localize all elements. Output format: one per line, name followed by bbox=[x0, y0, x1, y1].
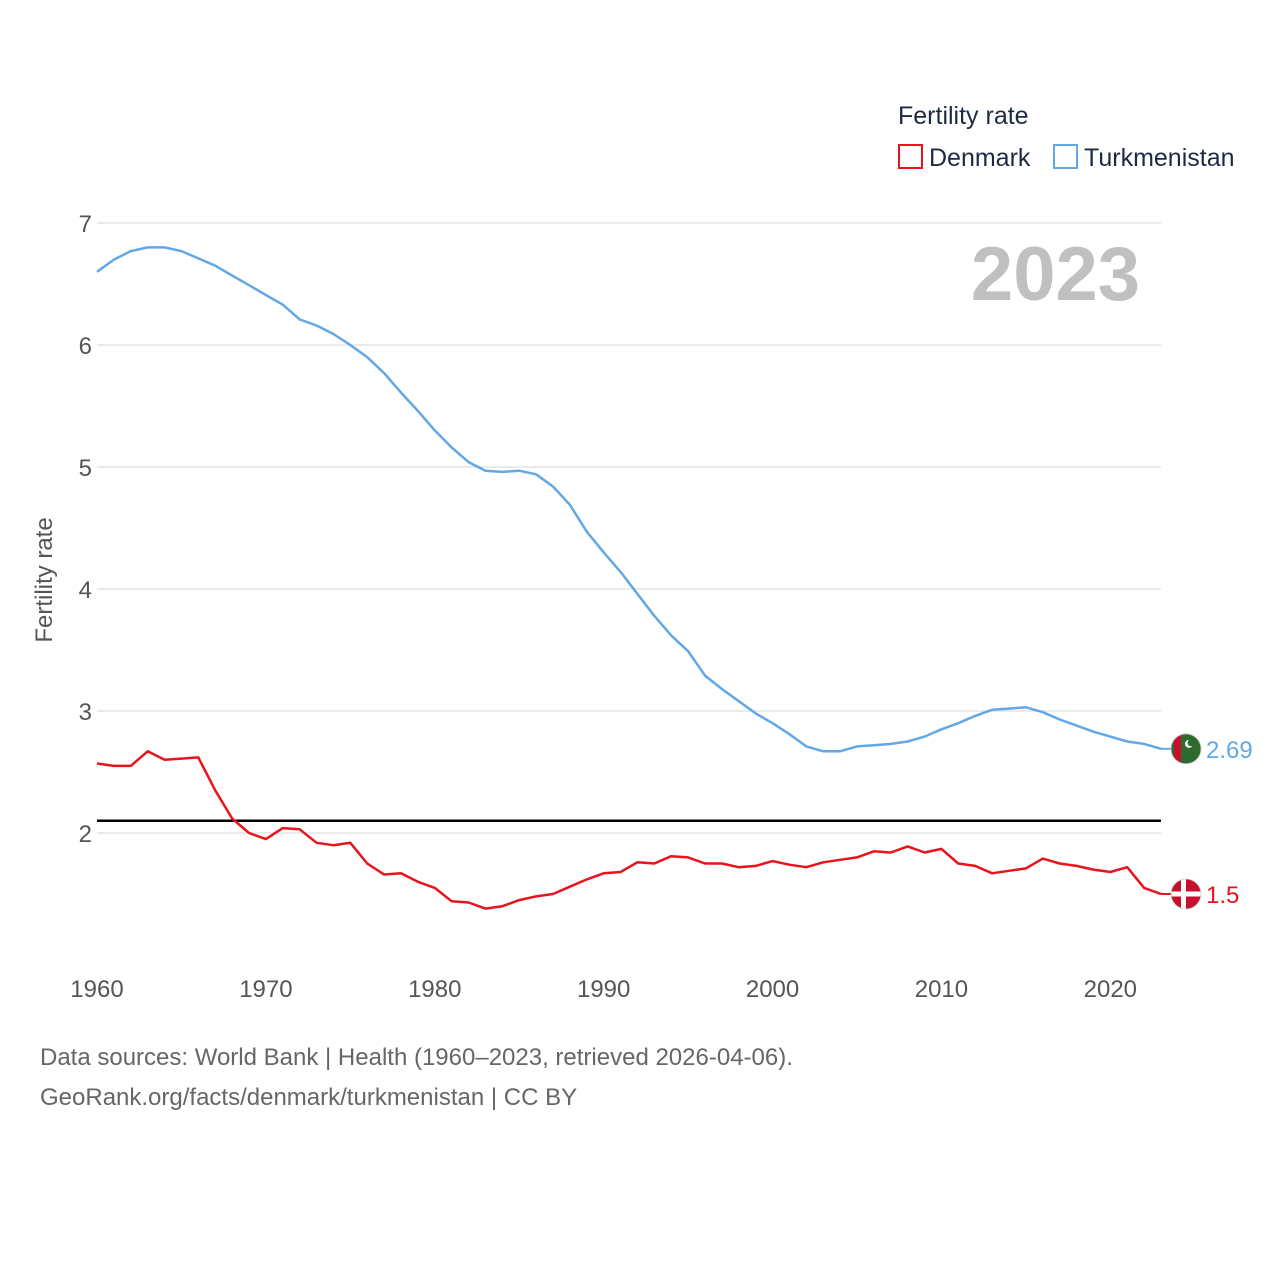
x-tick-label-2010: 2010 bbox=[915, 976, 968, 1003]
series-line-denmark bbox=[96, 750, 1162, 910]
y-axis-ticks: 2 3 4 5 6 7 bbox=[79, 211, 92, 848]
y-tick-label-5: 5 bbox=[79, 455, 92, 482]
y-tick-label-7: 7 bbox=[79, 211, 92, 238]
y-tick-label-4: 4 bbox=[79, 577, 92, 604]
legend-swatch-turkmenistan bbox=[1053, 144, 1078, 169]
legend-item-denmark[interactable]: Denmark bbox=[898, 144, 1031, 172]
flag-carpet-band bbox=[1174, 733, 1181, 764]
flag-crescent-cut bbox=[1187, 739, 1195, 747]
legend-title: Fertility rate bbox=[898, 102, 1029, 130]
flag-cross-vertical bbox=[1181, 879, 1186, 909]
end-value-label-turkmenistan: 2.69 bbox=[1206, 737, 1253, 764]
y-tick-label-3: 3 bbox=[79, 699, 92, 726]
footer-attribution: GeoRank.org/facts/denmark/turkmenistan |… bbox=[40, 1084, 578, 1111]
y-tick-label-6: 6 bbox=[79, 333, 92, 360]
turkmenistan-flag-icon bbox=[1170, 733, 1202, 765]
y-axis-label: Fertility rate bbox=[31, 517, 58, 642]
end-value-label-denmark: 1.5 bbox=[1206, 882, 1239, 909]
legend-item-turkmenistan[interactable]: Turkmenistan bbox=[1053, 144, 1235, 172]
x-tick-label-2020: 2020 bbox=[1084, 976, 1137, 1003]
x-tick-label-1980: 1980 bbox=[408, 976, 461, 1003]
flag-outline bbox=[1170, 733, 1202, 765]
y-tick-label-2: 2 bbox=[79, 821, 92, 848]
legend-swatch-denmark bbox=[898, 144, 923, 169]
x-tick-label-1970: 1970 bbox=[239, 976, 292, 1003]
gridlines bbox=[97, 222, 1161, 834]
flag-outline bbox=[1170, 878, 1202, 910]
x-tick-label-1990: 1990 bbox=[577, 976, 630, 1003]
year-display: 2023 bbox=[971, 232, 1140, 317]
end-markers: 1.5 2.69 bbox=[1161, 733, 1253, 910]
x-axis-ticks: 1960 1970 1980 1990 2000 2010 2020 bbox=[70, 976, 1137, 1003]
series-line-turkmenistan bbox=[96, 246, 1162, 753]
legend-label-denmark: Denmark bbox=[929, 144, 1031, 172]
denmark-flag-icon bbox=[1170, 878, 1202, 910]
series-lines bbox=[96, 246, 1162, 910]
x-tick-label-1960: 1960 bbox=[70, 976, 123, 1003]
legend-label-turkmenistan: Turkmenistan bbox=[1084, 144, 1235, 172]
legend: Fertility rate Denmark Turkmenistan bbox=[898, 102, 1235, 172]
footer-sources: Data sources: World Bank | Health (1960–… bbox=[40, 1044, 793, 1071]
x-tick-label-2000: 2000 bbox=[746, 976, 799, 1003]
